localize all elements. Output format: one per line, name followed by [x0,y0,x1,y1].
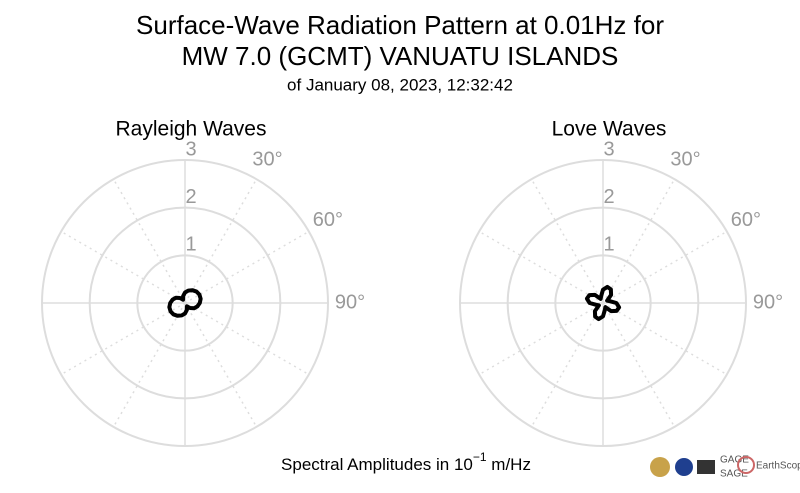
logo [697,460,715,474]
pattern-line [584,284,622,322]
footer-label: Spectral Amplitudes in 10−1 m/Hz [281,450,531,474]
grid-circle [88,206,282,400]
logo [737,456,755,474]
title: Surface-Wave Radiation Pattern at 0.01Hz… [136,10,664,40]
grid-line [184,302,310,376]
grid-circle [41,159,329,447]
plot-title: Rayleigh Waves [116,118,267,141]
r-tick-label: 3 [185,138,196,160]
grid-line [60,230,186,304]
footer-text: Spectral Amplitudes in 10 [281,455,473,474]
grid-line [184,230,310,304]
title: MW 7.0 (GCMT) VANUATU ISLANDS [182,41,619,71]
subtitle: of January 08, 2023, 12:32:42 [287,75,513,94]
pattern-line [167,288,203,318]
grid-line [184,302,258,428]
grid-circle [459,159,747,447]
grid-line [478,302,604,376]
r-tick-label: 2 [603,186,614,208]
footer-exponent: −1 [473,450,487,464]
logo-text: GAGE [720,455,749,466]
plot-title: Love Waves [552,118,667,141]
r-tick-label: 3 [603,138,614,160]
logo [675,458,693,476]
r-tick-label: 1 [185,234,196,256]
logos: GAGE SAGE EarthScope [650,455,800,480]
grid-line [530,302,604,428]
theta-tick-label: 90° [335,291,365,313]
logo-text: EarthScope [756,461,800,472]
grid-circle [506,206,700,400]
grid-line [602,302,676,428]
grid-line [530,178,604,304]
theta-tick-label: 30° [670,148,700,170]
grid-line [60,302,186,376]
theta-tick-label: 90° [753,291,783,313]
grid-circle [136,254,234,352]
logo [650,457,670,477]
theta-tick-label: 60° [313,209,343,231]
grid-line [112,302,186,428]
footer-text: m/Hz [487,455,531,474]
r-tick-label: 2 [185,186,196,208]
r-tick-label: 1 [603,234,614,256]
grid-line [602,302,728,376]
grid-line [602,230,728,304]
theta-tick-label: 30° [252,148,282,170]
grid-circle [554,254,652,352]
logo-text: SAGE [720,469,748,480]
theta-tick-label: 60° [731,209,761,231]
grid-line [478,230,604,304]
grid-line [112,178,186,304]
